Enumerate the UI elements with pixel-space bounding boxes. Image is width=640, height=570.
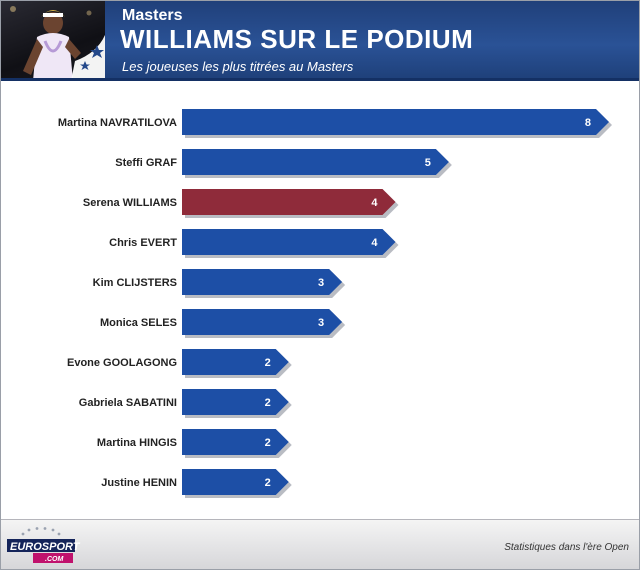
eurosport-logo: EUROSPORT .COM — [7, 527, 81, 563]
category-label-gabriela-sabatini: Gabriela SABATINI — [79, 397, 177, 409]
value-label-monica-seles: 3 — [318, 317, 324, 329]
bar-monica-seles — [182, 309, 343, 335]
value-label-martina-navratilova: 8 — [585, 117, 591, 129]
logo-text-sub: .COM — [45, 556, 63, 563]
value-label-chris-evert: 4 — [371, 237, 378, 249]
bar-justine-henin — [182, 469, 289, 495]
category-label-chris-evert: Chris EVERT — [109, 237, 177, 249]
category-label-kim-clijsters: Kim CLIJSTERS — [93, 277, 177, 289]
category-label-martina-navratilova: Martina NAVRATILOVA — [58, 117, 177, 129]
page-title: WILLIAMS SUR LE PODIUM — [120, 24, 474, 54]
bar-evone-goolagong — [182, 349, 289, 375]
category-label-evone-goolagong: Evone GOOLAGONG — [67, 357, 177, 369]
header-banner: Masters WILLIAMS SUR LE PODIUM Les joueu… — [1, 1, 639, 81]
bar-chris-evert — [182, 229, 396, 255]
category-label-monica-seles: Monica SELES — [100, 317, 177, 329]
value-label-kim-clijsters: 3 — [318, 277, 324, 289]
value-label-evone-goolagong: 2 — [265, 357, 271, 369]
player-photo — [1, 1, 105, 81]
value-label-martina-hingis: 2 — [265, 437, 271, 449]
source-note: Statistiques dans l'ère Open — [504, 542, 629, 553]
bar-gabriela-sabatini — [182, 389, 289, 415]
player-photo-illustration — [10, 6, 105, 81]
page-subtitle: Les joueuses les plus titrées au Masters — [122, 59, 354, 74]
footer-bar: EUROSPORT .COM Statistiques dans l'ère O… — [1, 519, 639, 569]
bar-serena-williams — [182, 189, 396, 215]
category-label-serena-williams: Serena WILLIAMS — [83, 197, 177, 209]
category-label-steffi-graf: Steffi GRAF — [115, 157, 177, 169]
value-label-gabriela-sabatini: 2 — [265, 397, 271, 409]
value-label-steffi-graf: 5 — [425, 157, 431, 169]
bar-steffi-graf — [182, 149, 449, 175]
logo-text-main: EUROSPORT — [10, 541, 81, 553]
chart-area: Martina NAVRATILOVA 8 Steffi GRAF 5 Serena W… — [1, 83, 639, 515]
bar-kim-clijsters — [182, 269, 343, 295]
category-label-martina-hingis: Martina HINGIS — [97, 437, 177, 449]
bar-martina-navratilova — [182, 109, 609, 135]
header-kicker: Masters — [122, 7, 183, 24]
bar-martina-hingis — [182, 429, 289, 455]
value-label-serena-williams: 4 — [371, 197, 378, 209]
category-label-justine-henin: Justine HENIN — [101, 477, 177, 489]
bar-chart: Martina NAVRATILOVA 8 Steffi GRAF 5 Serena W… — [58, 109, 612, 498]
value-label-justine-henin: 2 — [265, 477, 271, 489]
